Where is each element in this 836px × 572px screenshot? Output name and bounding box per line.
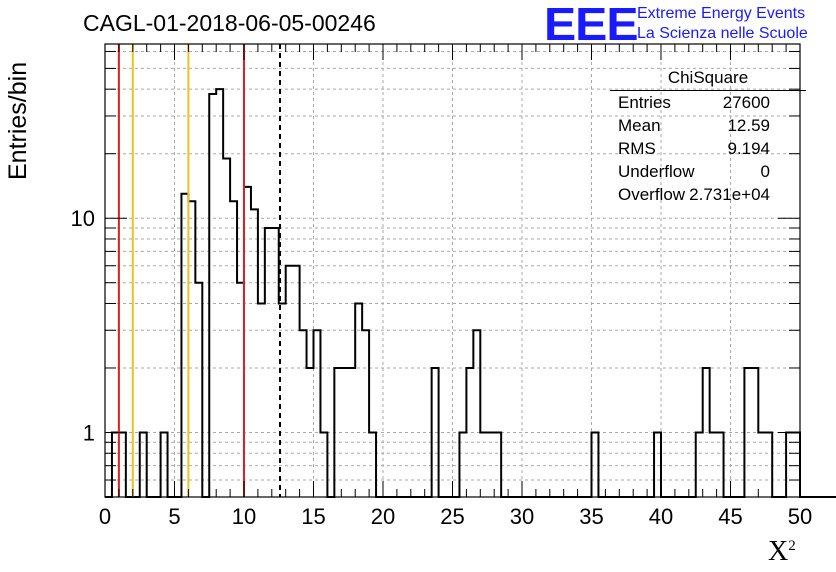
stats-value: 9.194 bbox=[727, 139, 770, 158]
stats-value: 27600 bbox=[722, 93, 770, 112]
x-tick-label: 40 bbox=[649, 504, 673, 529]
stats-row-underflow: Underflow 0 bbox=[618, 162, 806, 184]
stats-key: RMS bbox=[618, 139, 656, 158]
stats-row-mean: Mean 12.59 bbox=[618, 116, 806, 138]
x-axis-label-superscript: 2 bbox=[788, 538, 796, 554]
x-tick-label: 50 bbox=[788, 504, 812, 529]
stats-key: Entries bbox=[618, 93, 671, 112]
histogram-series bbox=[105, 88, 836, 498]
stats-key: Mean bbox=[618, 116, 661, 135]
stats-value: 0 bbox=[760, 162, 770, 181]
stats-row-entries: Entries 27600 bbox=[618, 93, 806, 115]
stats-title: ChiSquare bbox=[667, 68, 749, 87]
stats-key: Underflow bbox=[618, 162, 695, 181]
y-tick-label: 1 bbox=[83, 420, 95, 445]
stats-divider bbox=[610, 90, 806, 91]
stats-value: 2.731e+04 bbox=[689, 185, 770, 204]
x-tick-label: 5 bbox=[168, 504, 180, 529]
x-axis-label-base: X bbox=[768, 536, 789, 567]
stats-value: 12.59 bbox=[727, 116, 770, 135]
x-tick-label: 25 bbox=[440, 504, 464, 529]
eee-logo-mark: EEE bbox=[544, 0, 639, 50]
logo-line-2: La Scienza nelle Scuole bbox=[637, 25, 808, 42]
stats-box: ChiSquare Entries 27600 Mean 12.59 RMS 9.194 U… bbox=[610, 66, 806, 206]
x-tick-label: 20 bbox=[371, 504, 395, 529]
stats-row-overflow: Overflow 2.731e+04 bbox=[618, 185, 806, 207]
stats-key: Overflow bbox=[618, 185, 686, 204]
x-axis-label: X2 bbox=[768, 536, 796, 568]
x-tick-label: 45 bbox=[718, 504, 742, 529]
x-tick-label: 0 bbox=[99, 504, 111, 529]
y-tick-label: 10 bbox=[71, 206, 95, 231]
x-tick-label: 35 bbox=[579, 504, 603, 529]
eee-logo-text: Extreme Energy Events La Scienza nelle S… bbox=[637, 4, 808, 44]
x-tick-label: 10 bbox=[232, 504, 256, 529]
logo-line-1: Extreme Energy Events bbox=[637, 5, 806, 22]
chart-title: CAGL-01-2018-06-05-00246 bbox=[83, 10, 376, 36]
stats-row-rms: RMS 9.194 bbox=[618, 139, 806, 161]
x-tick-label: 15 bbox=[301, 504, 325, 529]
x-tick-label: 30 bbox=[510, 504, 534, 529]
